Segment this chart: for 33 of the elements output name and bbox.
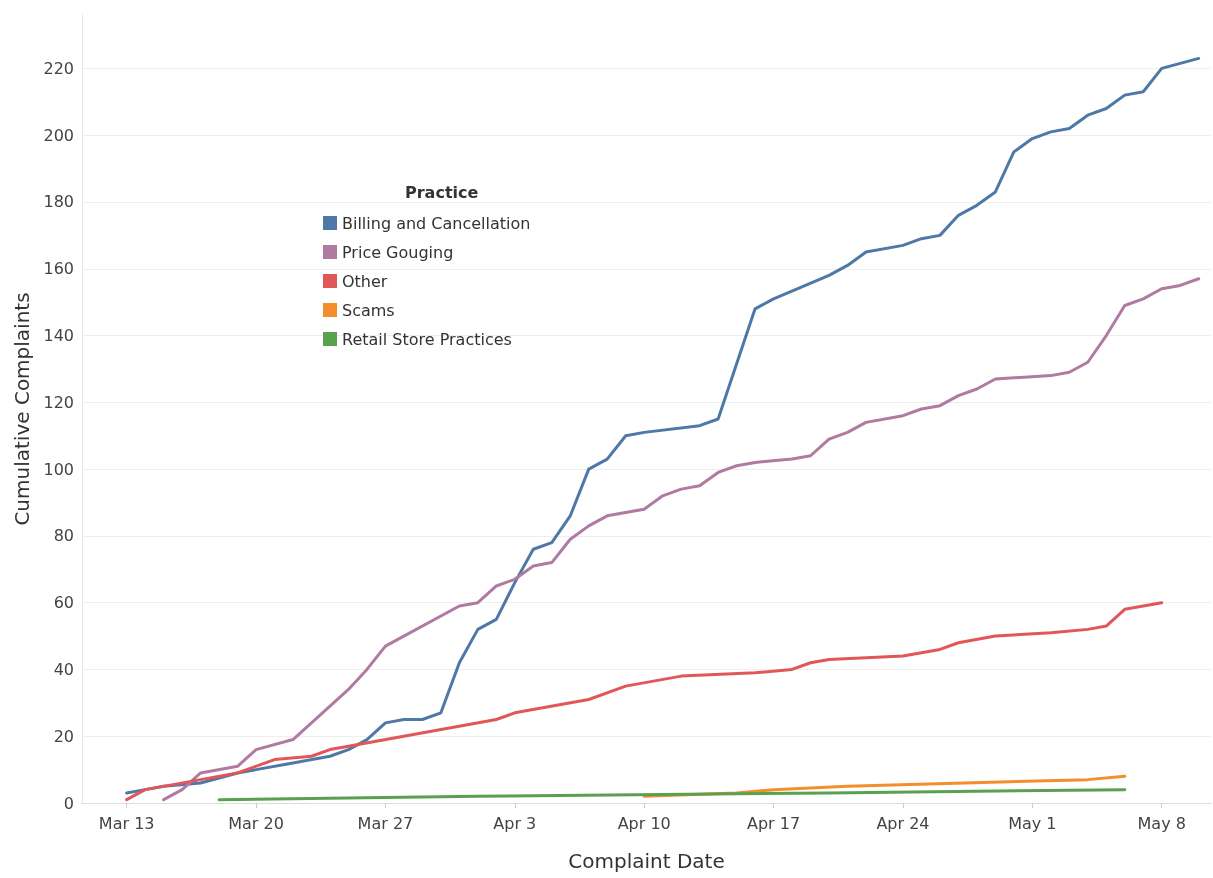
y-tick-label: 20 <box>53 726 74 746</box>
legend-label: Other <box>342 271 388 291</box>
line-series <box>162 277 1201 802</box>
y-tick-label: 120 <box>43 392 74 412</box>
y-tick-label: 80 <box>53 526 74 546</box>
x-tick-label: Apr 3 <box>493 813 537 833</box>
line-series <box>217 788 1127 802</box>
y-tick-label: 0 <box>63 793 74 813</box>
x-tick-label: Apr 10 <box>617 813 671 833</box>
y-axis-title: Cumulative Complaints <box>10 292 34 526</box>
legend-title: Practice <box>405 182 479 202</box>
y-tick-label: 180 <box>43 192 74 212</box>
line-series <box>125 56 1201 795</box>
y-tick-label: 40 <box>53 659 74 679</box>
y-tick-label: 60 <box>53 593 74 613</box>
x-tick-label: Mar 20 <box>228 813 284 833</box>
x-axis-title: Complaint Date <box>568 849 725 873</box>
line-series <box>125 601 1164 802</box>
legend-label: Billing and Cancellation <box>342 213 531 233</box>
y-tick-label: 100 <box>43 459 74 479</box>
x-tick-label: May 8 <box>1137 813 1186 833</box>
x-tick-label: Apr 24 <box>876 813 930 833</box>
legend-label: Retail Store Practices <box>342 329 512 349</box>
legend-label: Price Gouging <box>342 242 454 262</box>
legend-label: Scams <box>342 300 395 320</box>
x-tick-label: Mar 13 <box>98 813 155 833</box>
x-tick-label: Apr 17 <box>747 813 801 833</box>
y-tick-label: 160 <box>43 259 74 279</box>
y-tick-label: 200 <box>43 125 74 145</box>
x-tick-label: May 1 <box>1008 813 1057 833</box>
y-tick-label: 220 <box>43 58 74 78</box>
y-tick-label: 140 <box>43 326 74 346</box>
x-tick-label: Mar 27 <box>357 813 414 833</box>
